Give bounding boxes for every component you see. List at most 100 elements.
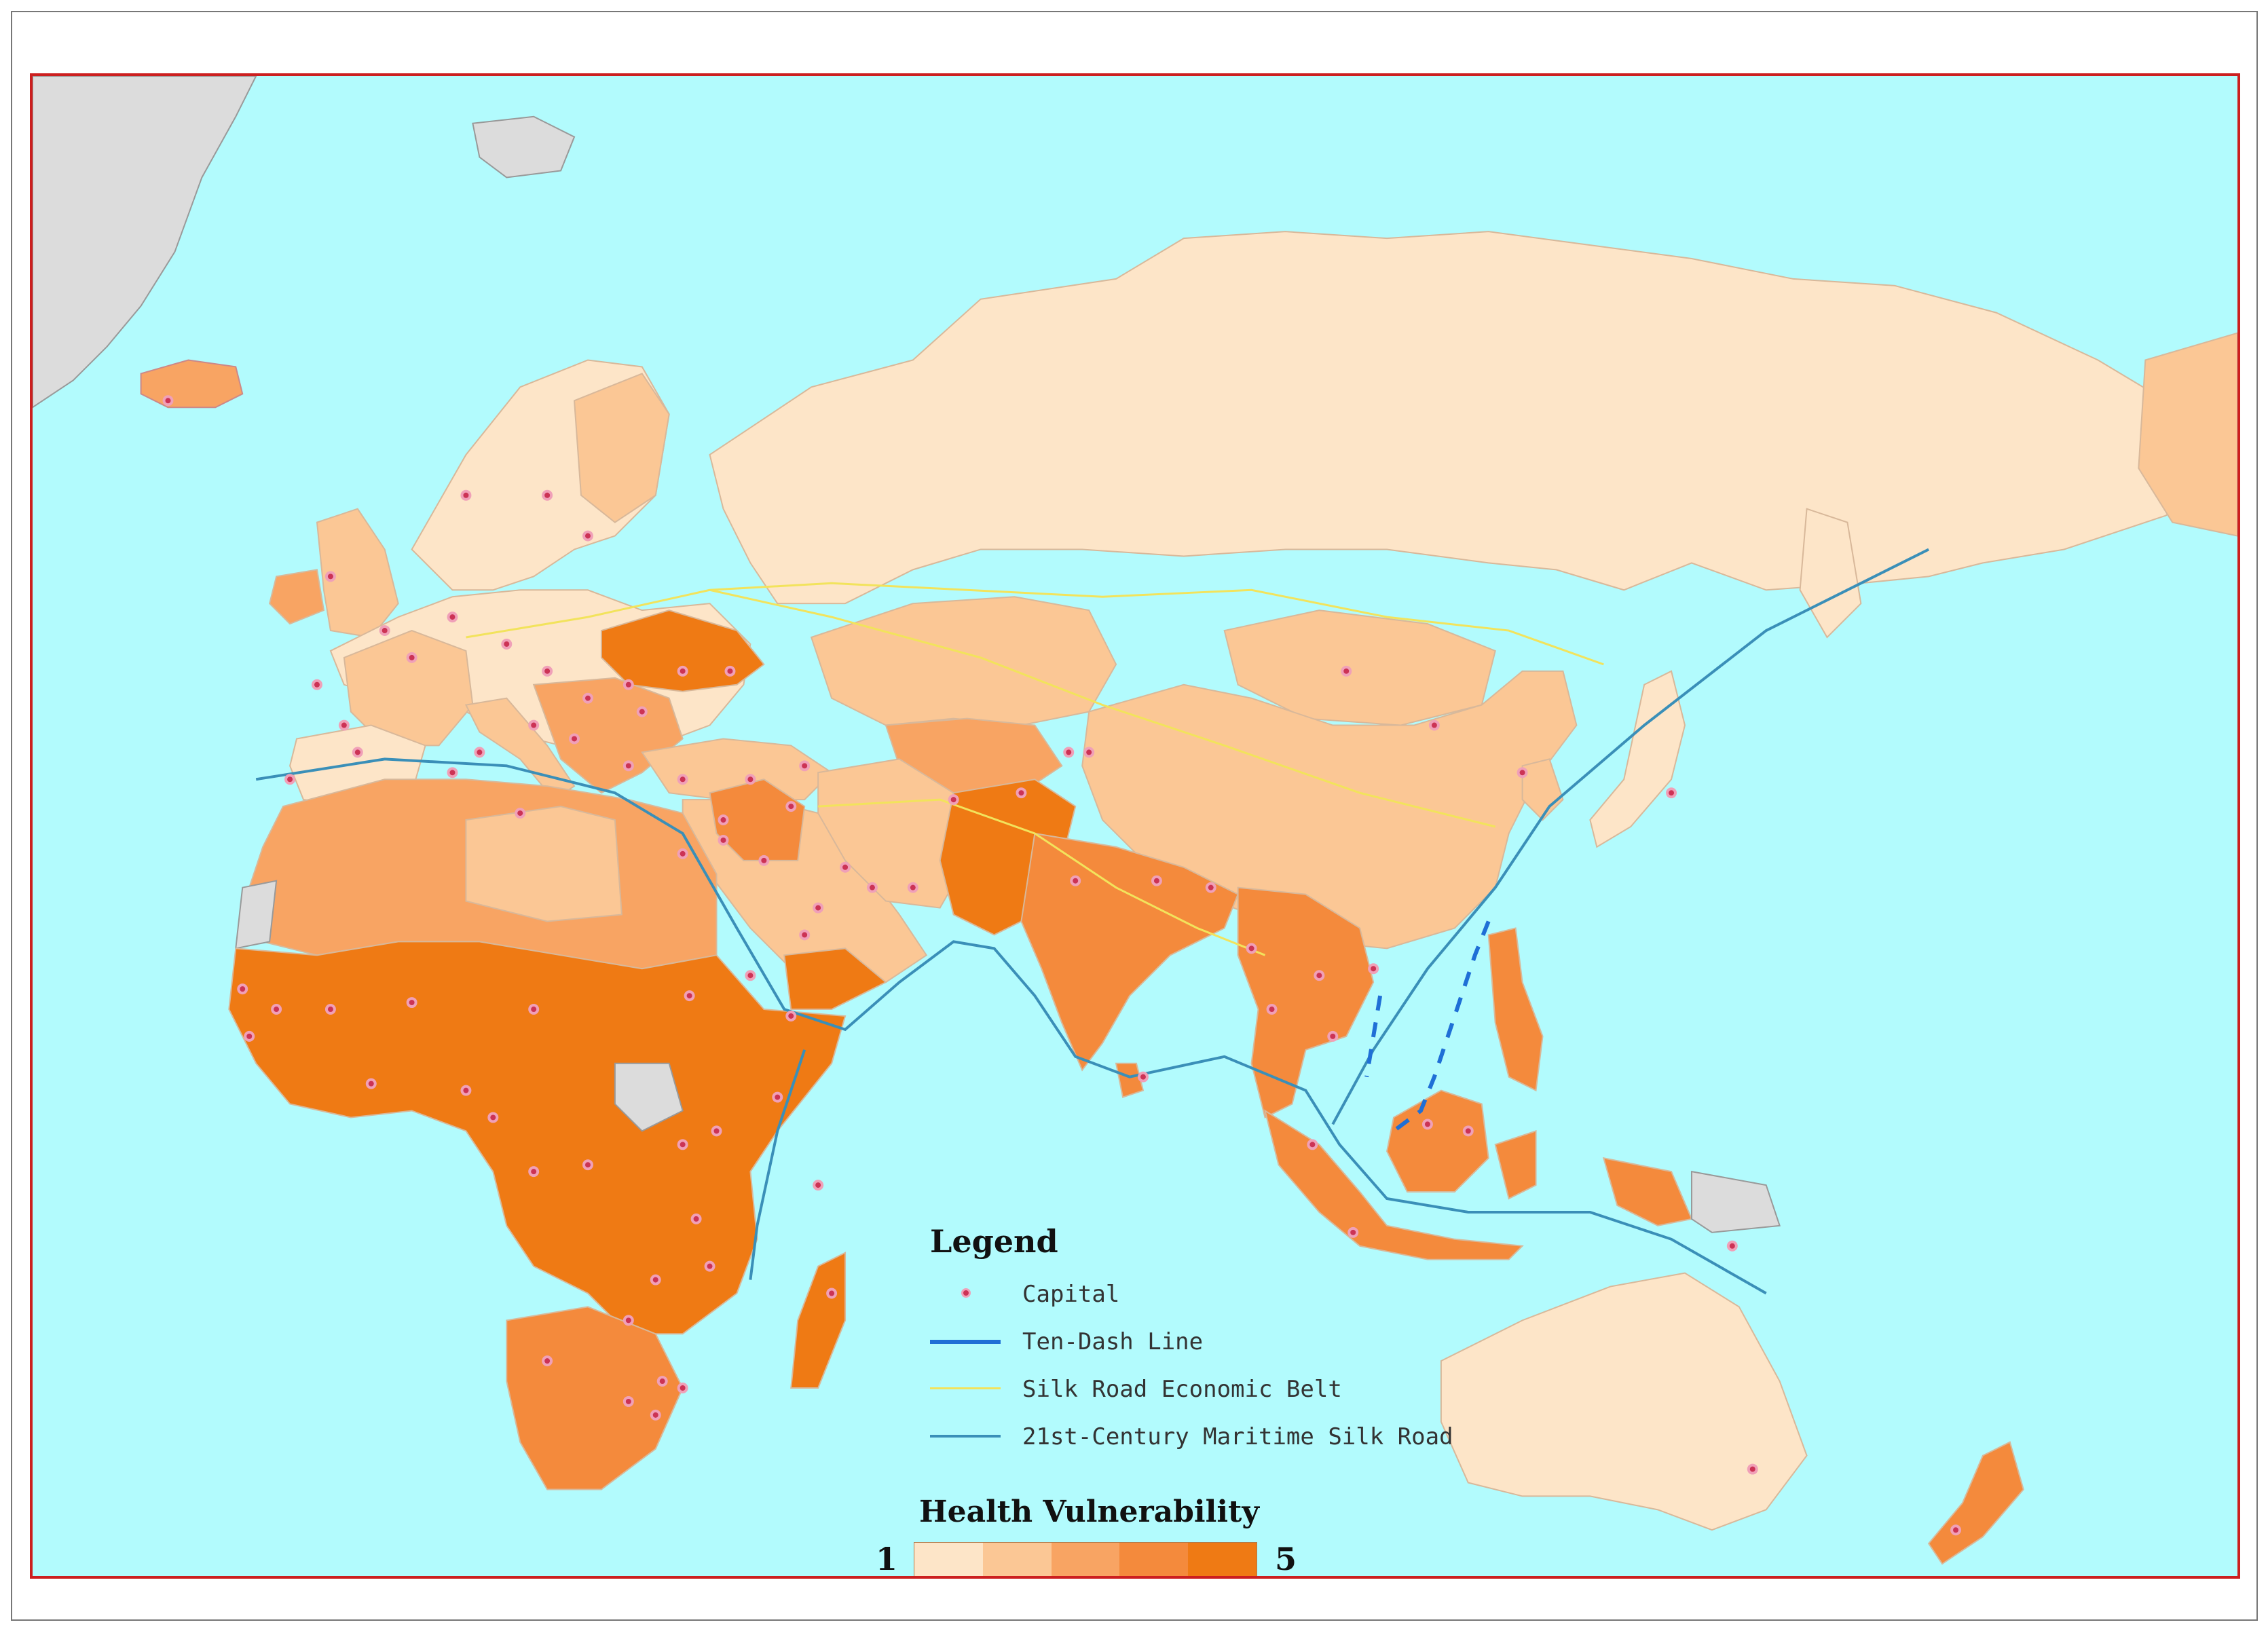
- colorbar-step-5: [1188, 1543, 1257, 1576]
- region-iceland: [140, 359, 244, 409]
- capital-point-center: [652, 1277, 658, 1283]
- capital-point-center: [788, 804, 794, 810]
- capital-point-center: [531, 1007, 537, 1013]
- capital-point-center: [693, 1216, 699, 1222]
- region-korea: [1521, 758, 1564, 821]
- capital-point-center: [463, 492, 469, 498]
- region-russia: [709, 231, 2221, 605]
- health-vulnerability-min: 1: [876, 1541, 898, 1577]
- region-yemen: [783, 947, 887, 1011]
- legend-label-silk-belt: Silk Road Economic Belt: [1022, 1376, 1342, 1403]
- capital-point-center: [490, 1114, 496, 1121]
- capital-point-center: [842, 864, 849, 870]
- capital-point-center: [572, 736, 578, 742]
- capital-point-center: [504, 641, 510, 647]
- region-libya: [465, 806, 622, 922]
- health-vulnerability-title: Health Vulnerability: [919, 1495, 1259, 1529]
- capital-point-center: [815, 905, 821, 911]
- capital-point-center: [1140, 1074, 1146, 1080]
- capital-point-center: [652, 1412, 658, 1418]
- capital-point-center: [1208, 884, 1214, 890]
- capital-point-center: [1018, 790, 1024, 796]
- capital-point-center: [1431, 722, 1437, 728]
- legend-item-maritime: 21st-Century Maritime Silk Road: [927, 1420, 1453, 1454]
- region-iran: [817, 758, 968, 909]
- capital-point-center: [1316, 973, 1322, 979]
- capital-point-center: [815, 1182, 821, 1188]
- capital-point-center: [802, 763, 808, 769]
- health-vulnerability-max: 5: [1275, 1541, 1297, 1577]
- capital-point-center: [1309, 1142, 1316, 1148]
- silk-road-economic-belt: [466, 582, 1604, 956]
- capital-point-center: [1248, 945, 1254, 952]
- capital-point-center: [707, 1263, 713, 1269]
- capital-point-center: [775, 1094, 781, 1100]
- region-southern-africa: [506, 1306, 684, 1490]
- capital-point-center: [680, 1385, 686, 1391]
- capital-point-center: [1343, 668, 1350, 674]
- capital-point-center: [314, 681, 320, 688]
- capital-point-center: [531, 722, 537, 728]
- capital-point-center: [1371, 966, 1377, 972]
- capital-point-center: [341, 722, 347, 728]
- capital-point-center: [274, 1007, 280, 1013]
- capital-point-center: [713, 1128, 720, 1134]
- legend-title: Legend: [930, 1223, 1058, 1260]
- capital-point-center: [409, 654, 415, 660]
- capital-point-center: [950, 797, 956, 803]
- capital-point-center: [680, 668, 686, 674]
- capital-point-center: [727, 668, 733, 674]
- legend-item-capital: Capital: [927, 1277, 1119, 1311]
- region-sumatra-java: [1263, 1109, 1524, 1260]
- region-svalbard: [472, 115, 576, 179]
- region-japan: [1589, 670, 1686, 848]
- region-sri-lanka: [1115, 1062, 1145, 1098]
- capital-point-center: [1073, 878, 1079, 884]
- maritime-silk-road: [255, 548, 1930, 1295]
- colorbar-step-3: [1051, 1543, 1120, 1576]
- capital-point-center: [544, 1358, 551, 1364]
- capital-point-center: [584, 1162, 591, 1168]
- capital-point-center: [240, 986, 246, 992]
- region-papua: [1602, 1157, 1693, 1226]
- capital-point-center: [625, 763, 631, 769]
- capital-point-center: [747, 973, 754, 979]
- capital-point-center: [625, 1398, 631, 1404]
- capital-point-center: [639, 709, 645, 715]
- capital-point-center: [165, 398, 171, 404]
- capital-point-center: [517, 810, 523, 816]
- capital-point-center: [327, 1007, 333, 1013]
- capital-point-center: [449, 614, 456, 620]
- region-borneo: [1386, 1089, 1489, 1193]
- capital-point-center: [869, 884, 875, 890]
- ten-dash-line: [1364, 920, 1491, 1133]
- capital-point-center: [449, 770, 456, 776]
- region-ireland: [269, 569, 325, 625]
- region-western-sahara: [235, 880, 278, 950]
- capital-point-center: [409, 1000, 415, 1006]
- capital-point-center: [531, 1169, 537, 1175]
- capital-point-center: [1669, 790, 1675, 796]
- capital-point-center: [368, 1081, 374, 1087]
- region-sulawesi: [1494, 1129, 1537, 1200]
- region-kazakhstan: [810, 596, 1117, 726]
- capital-point-center: [1153, 878, 1159, 884]
- capital-point-center: [720, 817, 726, 823]
- capital-point-center: [1465, 1128, 1471, 1134]
- map-frame: Legend Capital Ten-Dash Line Silk Road E…: [30, 73, 2240, 1579]
- region-uk: [316, 508, 399, 639]
- region-madagascar: [790, 1252, 847, 1389]
- capital-point-center: [544, 492, 551, 498]
- greenland-region: [33, 76, 257, 409]
- region-philippines: [1487, 927, 1544, 1092]
- region-png: [1690, 1170, 1781, 1233]
- colorbar-step-1: [914, 1543, 983, 1576]
- capital-point-center: [327, 574, 333, 580]
- capital-point-center: [659, 1378, 665, 1385]
- capital-point-center: [788, 1013, 794, 1019]
- capital-point-center: [246, 1033, 253, 1039]
- capital-point-center: [1086, 749, 1092, 755]
- map-canvas: [33, 76, 2237, 1565]
- region-east-edge: [2138, 332, 2237, 537]
- capital-point-center: [680, 850, 686, 857]
